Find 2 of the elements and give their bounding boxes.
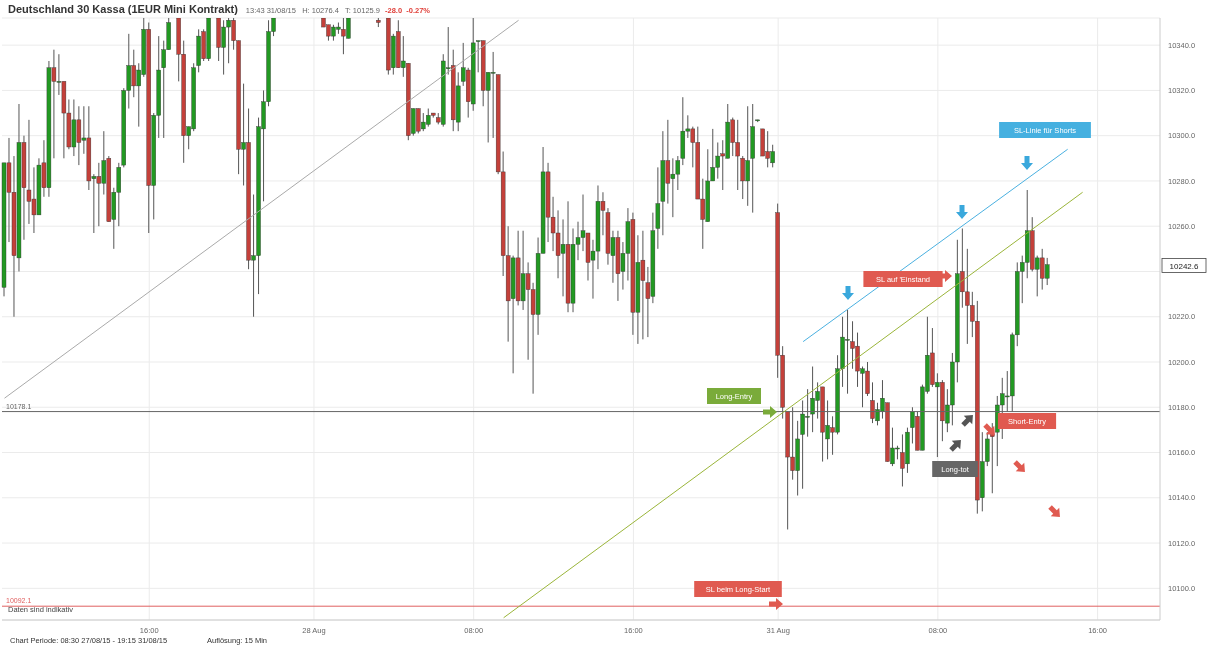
chart-title: Deutschland 30 Kassa (1EUR Mini Kontrakt) bbox=[8, 3, 238, 15]
annotation: 10242.6 bbox=[1169, 261, 1200, 271]
